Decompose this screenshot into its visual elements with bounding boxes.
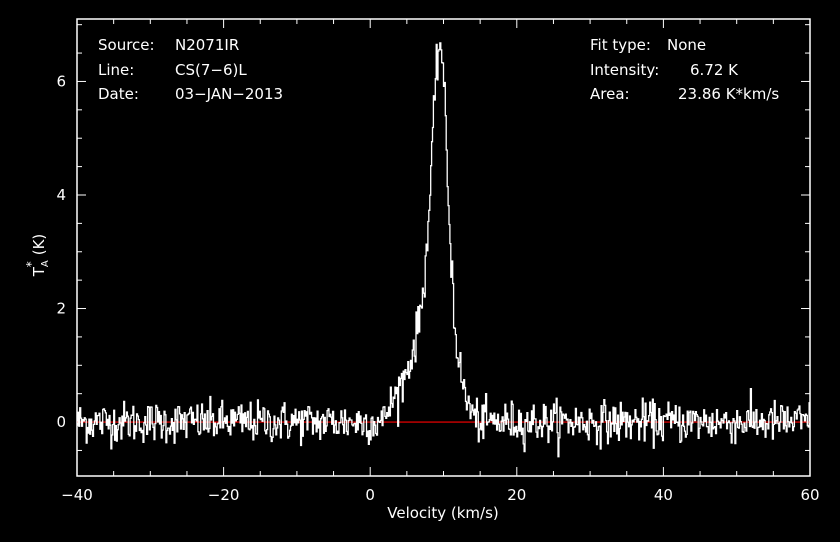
x-tick-label: 20 (507, 486, 526, 504)
y-axis-title-main: T (30, 266, 48, 277)
y-tick-label: 0 (56, 413, 66, 431)
area-value: 23.86 K*km/s (678, 85, 780, 103)
y-tick-label: 2 (56, 300, 66, 318)
intensity-label: Intensity: (590, 61, 660, 79)
date-value: 03−JAN−2013 (175, 85, 284, 103)
x-tick-label: 40 (654, 486, 673, 504)
y-axis-title-sub: A (40, 260, 51, 267)
intensity-value: 6.72 K (690, 61, 739, 79)
y-tick-label: 4 (56, 186, 66, 204)
x-tick-label: −20 (208, 486, 240, 504)
line-label: Line: (98, 61, 135, 79)
x-tick-label: 60 (800, 486, 819, 504)
fit-type-value: None (667, 36, 707, 54)
x-tick-label: 0 (365, 486, 375, 504)
fit-type-label: Fit type: (590, 36, 651, 54)
y-tick-label: 6 (56, 72, 66, 90)
x-axis-title: Velocity (km/s) (387, 504, 498, 522)
axis-tick-labels: −40 −20 0 20 40 60 0 2 4 6 (56, 72, 819, 504)
source-label: Source: (98, 36, 155, 54)
line-value: CS(7−6)L (175, 61, 247, 79)
y-axis-title-sup: * (24, 261, 38, 267)
y-axis-title-unit: (K) (30, 234, 48, 256)
area-label: Area: (590, 85, 630, 103)
source-value: N2071IR (175, 36, 240, 54)
date-label: Date: (98, 85, 139, 103)
y-axis-title: TA* (K) (24, 234, 51, 278)
spectrum-series-line (77, 42, 810, 458)
x-tick-label: −40 (61, 486, 93, 504)
svg-text:TA*(K): TA* (K) (24, 234, 51, 278)
